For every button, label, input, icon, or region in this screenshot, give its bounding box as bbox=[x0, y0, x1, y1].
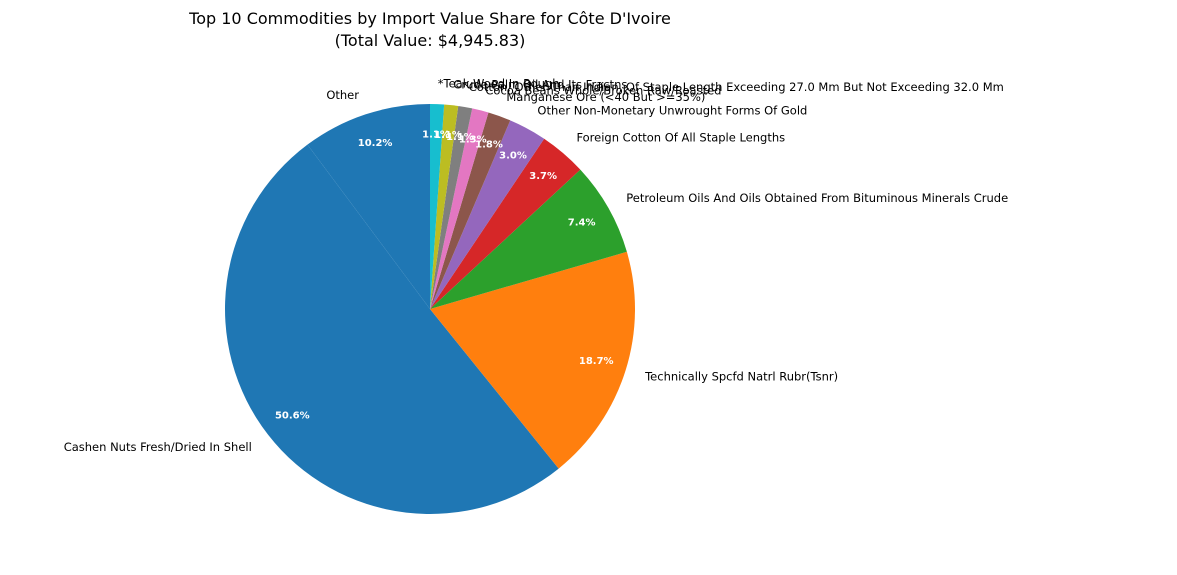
pie-slice-manganese-ore-40-but-35 bbox=[430, 112, 511, 309]
pie-slice-label: Other Non-Monetary Unwrought Forms Of Go… bbox=[537, 104, 807, 118]
pie-slice-label: Other bbox=[326, 88, 359, 102]
pie-slice-label: *Teak Wood In Rough bbox=[438, 77, 560, 91]
pie-outer-labels: Other Cashen Nuts Fresh/Dried In Shell Tec… bbox=[64, 77, 1008, 455]
pie-percent-label: 1.8% bbox=[475, 140, 503, 151]
pie-percent-label: 50.6% bbox=[275, 410, 310, 421]
pie-slice-label: Cocoa Beans Whole/Broken Raw/Roasted bbox=[485, 83, 721, 97]
pie-percent-label: 1.3% bbox=[459, 135, 487, 146]
pie-slice-label: Foreign Cotton Of All Staple Lengths bbox=[576, 131, 785, 145]
pie-slice-technically-spcfd-natrl-rubr-tsnr bbox=[430, 251, 635, 469]
pie-slice-teak-wood-in-rough bbox=[430, 104, 445, 309]
pie-percent-labels: 10.2%50.6%18.7%7.4%3.7%3.0%1.8%1.3%1.1%1… bbox=[275, 129, 614, 421]
pie-slice-label: Petroleum Oils And Oils Obtained From Bi… bbox=[626, 191, 1008, 205]
pie-slice-cotton-other-than-indian-of-staple-length-exceeding-27-0-mm-but-not-exceeding-32-0-mm bbox=[430, 105, 473, 309]
pie-percent-label: 7.4% bbox=[568, 218, 596, 229]
pie-percent-label: 1.1% bbox=[422, 129, 450, 140]
pie-slice-cashen-nuts-fresh-dried-in-shell bbox=[225, 144, 559, 514]
pie-slice-other bbox=[307, 104, 430, 309]
pie-percent-label: 18.7% bbox=[579, 356, 614, 367]
pie-slice-label: Manganese Ore (<40 But >=35%) bbox=[506, 90, 705, 104]
pie-slice-label: Cotton, Other Than Indian, Of Staple Len… bbox=[469, 80, 1004, 94]
chart-subtitle: (Total Value: $4,945.83) bbox=[335, 31, 526, 50]
pie-slice-foreign-cotton-of-all-staple-lengths bbox=[430, 138, 581, 309]
pie-slice-label: Technically Spcfd Natrl Rubr(Tsnr) bbox=[644, 370, 838, 384]
pie-slice-crude-palm-oil-and-its-fractns bbox=[430, 104, 459, 309]
pie-slice-cocoa-beans-whole-broken-raw-roasted bbox=[430, 108, 489, 309]
pie-percent-label: 3.0% bbox=[499, 150, 527, 161]
chart-title: Top 10 Commodities by Import Value Share… bbox=[188, 9, 671, 28]
pie-slices bbox=[225, 104, 635, 514]
pie-slice-petroleum-oils-and-oils-obtained-from-bituminous-minerals-crude bbox=[430, 169, 627, 309]
pie-percent-label: 3.7% bbox=[529, 171, 557, 182]
pie-percent-label: 10.2% bbox=[358, 138, 393, 149]
pie-percent-label: 1.1% bbox=[446, 132, 474, 143]
pie-slice-label: Cashen Nuts Fresh/Dried In Shell bbox=[64, 440, 252, 454]
pie-slice-other-non-monetary-unwrought-forms-of-gold bbox=[430, 120, 545, 309]
pie-percent-label: 1.1% bbox=[434, 130, 462, 141]
pie-slice-label: Crude Palm Oil And Its Fractns bbox=[453, 78, 627, 92]
